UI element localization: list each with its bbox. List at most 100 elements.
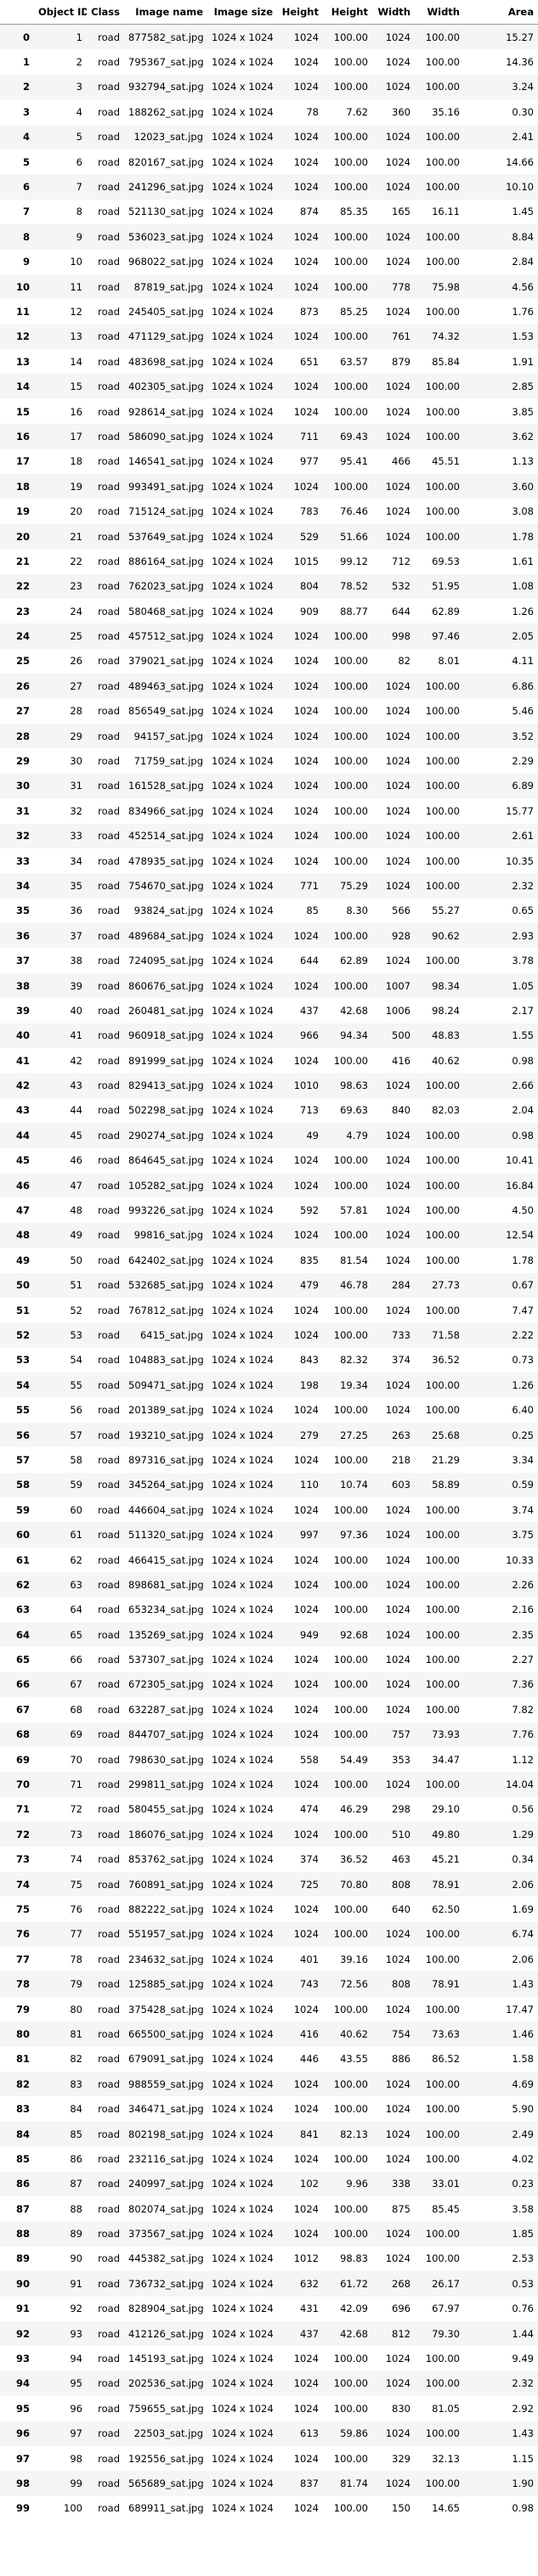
row-index: 72 xyxy=(15,1828,30,1840)
area-cell: 1.45 xyxy=(512,206,534,218)
row-index: 45 xyxy=(15,1154,30,1167)
image-size-cell: 1024 x 1024 xyxy=(212,1853,274,1866)
row-index: 28 xyxy=(15,730,30,742)
width-px-cell: 500 xyxy=(392,1029,411,1042)
height-pct-cell: 75.29 xyxy=(340,879,368,892)
table-row: 25 26 road 379021_sat.jpg 1024 x 1024 1024 100… xyxy=(0,648,538,674)
width-pct-cell: 100.00 xyxy=(425,2252,460,2265)
row-index: 51 xyxy=(15,1304,30,1316)
height-pct-cell: 39.16 xyxy=(340,1953,368,1965)
row-index: 34 xyxy=(15,879,30,892)
image-name-cell: 135269_sat.jpg xyxy=(128,1628,204,1641)
width-pct-cell: 21.29 xyxy=(432,1453,460,1466)
area-cell: 1.12 xyxy=(512,1753,534,1766)
class-cell: road xyxy=(98,580,120,593)
width-pct-cell: 49.80 xyxy=(432,1828,460,1840)
object-id-cell: 47 xyxy=(70,1179,82,1192)
table-row: 88 89 road 373567_sat.jpg 1024 x 1024 1024 100… xyxy=(0,2221,538,2246)
image-name-cell: 724095_sat.jpg xyxy=(128,955,204,967)
row-index: 98 xyxy=(15,2477,30,2489)
height-px-cell: 1024 xyxy=(293,2402,319,2415)
height-pct-cell: 69.43 xyxy=(340,430,368,442)
area-cell: 0.25 xyxy=(512,1429,534,1441)
row-index: 12 xyxy=(15,330,30,343)
width-pct-cell: 100.00 xyxy=(425,1953,460,1965)
width-pct-cell: 100.00 xyxy=(425,480,460,493)
object-id-cell: 18 xyxy=(70,455,82,468)
object-id-cell: 98 xyxy=(70,2452,82,2465)
area-cell: 2.84 xyxy=(512,256,534,268)
image-size-cell: 1024 x 1024 xyxy=(212,580,274,593)
object-id-cell: 65 xyxy=(70,1628,82,1641)
height-px-cell: 771 xyxy=(300,879,319,892)
object-id-cell: 95 xyxy=(70,2377,82,2390)
image-size-cell: 1024 x 1024 xyxy=(212,905,274,917)
image-name-cell: 536023_sat.jpg xyxy=(128,230,204,243)
class-cell: road xyxy=(98,1329,120,1341)
width-pct-cell: 100.00 xyxy=(425,1628,460,1641)
row-index: 10 xyxy=(15,280,30,293)
image-name-cell: 993226_sat.jpg xyxy=(128,1204,204,1217)
image-size-cell: 1024 x 1024 xyxy=(212,1429,274,1441)
image-name-cell: 802198_sat.jpg xyxy=(128,2128,204,2140)
class-cell: road xyxy=(98,1803,120,1816)
area-cell: 3.62 xyxy=(512,430,534,442)
image-name-cell: 105282_sat.jpg xyxy=(128,1179,204,1192)
width-pct-cell: 100.00 xyxy=(425,1304,460,1316)
image-size-cell: 1024 x 1024 xyxy=(212,2327,274,2340)
image-size-cell: 1024 x 1024 xyxy=(212,2077,274,2090)
height-px-cell: 416 xyxy=(300,2027,319,2040)
row-index: 41 xyxy=(15,1054,30,1067)
height-pct-cell: 100.00 xyxy=(333,480,368,493)
object-id-cell: 8 xyxy=(76,206,82,218)
image-name-cell: 232116_sat.jpg xyxy=(128,2152,204,2165)
row-index: 96 xyxy=(15,2427,30,2440)
width-pct-cell: 27.73 xyxy=(432,1279,460,1292)
class-cell: road xyxy=(98,2152,120,2165)
object-id-cell: 20 xyxy=(70,505,82,518)
image-size-header: Image size xyxy=(207,0,277,25)
width-pct-cell: 100.00 xyxy=(425,854,460,867)
width-px-cell: 1024 xyxy=(385,1179,411,1192)
height-pct-cell: 19.34 xyxy=(340,1378,368,1391)
area-cell: 7.82 xyxy=(512,1703,534,1716)
height-pct-cell: 100.00 xyxy=(333,1928,368,1941)
height-pct-cell: 46.78 xyxy=(340,1279,368,1292)
class-cell: road xyxy=(98,1978,120,1991)
image-name-cell: 586090_sat.jpg xyxy=(128,430,204,442)
height-pct-cell: 92.68 xyxy=(340,1628,368,1641)
height-pct-cell: 100.00 xyxy=(333,830,368,843)
table-row: 31 32 road 834966_sat.jpg 1024 x 1024 1024 100… xyxy=(0,798,538,824)
width-px-cell: 928 xyxy=(392,929,411,942)
class-cell: road xyxy=(98,206,120,218)
image-name-cell: 483698_sat.jpg xyxy=(128,355,204,368)
class-cell: road xyxy=(98,1378,120,1391)
row-index: 81 xyxy=(15,2053,30,2066)
width-pct-cell: 67.97 xyxy=(432,2303,460,2315)
height-pct-cell: 42.09 xyxy=(340,2303,368,2315)
image-size-cell: 1024 x 1024 xyxy=(212,705,274,718)
image-size-cell: 1024 x 1024 xyxy=(212,2003,274,2015)
height-px-cell: 841 xyxy=(300,2128,319,2140)
row-index: 89 xyxy=(15,2252,30,2265)
row-index: 2 xyxy=(22,81,30,93)
height-pct-cell: 100.00 xyxy=(333,1578,368,1591)
table-row: 45 46 road 864645_sat.jpg 1024 x 1024 1024 100… xyxy=(0,1147,538,1173)
table-row: 64 65 road 135269_sat.jpg 1024 x 1024 949 92.6… xyxy=(0,1622,538,1648)
width-px-cell: 1024 xyxy=(385,804,411,817)
area-cell: 3.85 xyxy=(512,405,534,418)
image-size-cell: 1024 x 1024 xyxy=(212,56,274,69)
class-cell: road xyxy=(98,56,120,69)
class-cell: road xyxy=(98,1254,120,1266)
image-size-cell: 1024 x 1024 xyxy=(212,1654,274,1666)
width-pct-cell: 98.34 xyxy=(432,979,460,992)
table-row: 52 53 road 6415_sat.jpg 1024 x 1024 1024 100.0… xyxy=(0,1322,538,1348)
area-cell: 6.86 xyxy=(512,679,534,692)
object-id-cell: 94 xyxy=(70,2353,82,2365)
height-pct-cell: 100.00 xyxy=(333,2077,368,2090)
height-px-cell: 279 xyxy=(300,1429,319,1441)
width-pct-cell: 100.00 xyxy=(425,1254,460,1266)
image-size-cell: 1024 x 1024 xyxy=(212,2502,274,2515)
object-id-cell: 92 xyxy=(70,2303,82,2315)
width-pct-cell: 100.00 xyxy=(425,1079,460,1092)
